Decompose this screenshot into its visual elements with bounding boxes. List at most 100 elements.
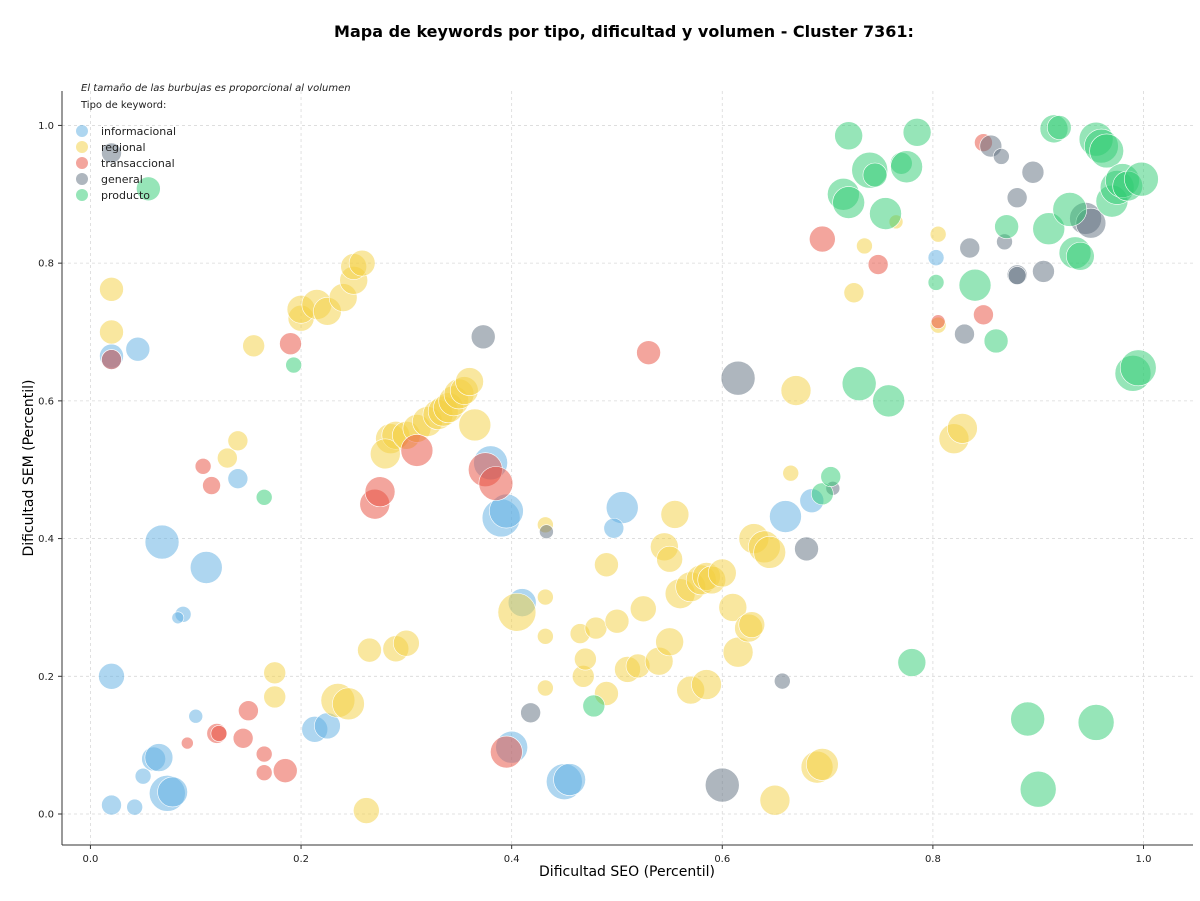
point-regional	[353, 797, 380, 824]
point-transaccional	[181, 736, 194, 750]
point-informacional	[126, 798, 143, 816]
point-general	[539, 524, 554, 539]
legend-marker-general	[76, 173, 88, 185]
point-regional	[947, 413, 978, 444]
point-informacional	[125, 336, 151, 362]
legend-marker-producto	[76, 189, 88, 201]
point-regional	[393, 629, 420, 657]
x-tick-label: 0.4	[504, 854, 520, 865]
point-producto	[832, 186, 865, 219]
point-regional	[263, 685, 287, 709]
point-regional	[497, 592, 537, 632]
point-transaccional	[202, 476, 221, 495]
point-general	[959, 237, 981, 259]
point-informacional	[189, 551, 223, 584]
y-tick-label: 0.6	[38, 396, 54, 407]
x-tick-label: 0.8	[925, 854, 941, 865]
point-producto	[890, 150, 923, 184]
point-producto	[1066, 241, 1095, 271]
point-regional	[348, 249, 376, 277]
point-regional	[537, 628, 554, 645]
axes	[61, 91, 1193, 846]
legend-marker-informacional	[76, 125, 88, 137]
point-transaccional	[255, 745, 273, 763]
y-tick-label: 0.0	[38, 810, 54, 821]
series-transaccional	[101, 133, 994, 783]
point-regional	[843, 282, 865, 304]
point-regional	[753, 536, 786, 569]
legend: Tipo de keyword: informacional regional tr…	[76, 100, 176, 202]
point-regional	[242, 334, 265, 358]
point-transaccional	[867, 254, 889, 275]
point-transaccional	[636, 340, 661, 365]
point-transaccional	[101, 349, 122, 370]
point-transaccional	[255, 764, 273, 781]
legend-label-producto: producto	[101, 189, 150, 202]
point-producto	[983, 328, 1009, 354]
point-general	[954, 323, 975, 345]
point-transaccional	[973, 304, 994, 326]
grid	[62, 91, 1193, 845]
x-ticks: 0.0 0.2 0.4 0.6 0.8 1.0	[82, 845, 1151, 865]
point-producto	[958, 268, 992, 302]
bubble-size-note: El tamaño de las burbujas es proporciona…	[81, 83, 351, 94]
point-regional	[455, 367, 484, 396]
point-transaccional	[809, 225, 836, 253]
point-regional	[655, 627, 684, 657]
series-regional	[99, 214, 978, 824]
point-producto	[1119, 349, 1157, 387]
point-producto	[869, 197, 902, 230]
y-tick-label: 0.8	[38, 259, 54, 270]
legend-title: Tipo de keyword:	[80, 100, 166, 111]
point-regional	[537, 679, 554, 697]
legend-label-informacional: informacional	[101, 125, 176, 138]
point-transaccional	[930, 314, 946, 329]
point-regional	[217, 447, 238, 469]
point-general	[774, 672, 791, 690]
series-producto	[136, 114, 1159, 808]
point-regional	[707, 558, 737, 588]
point-informacional	[144, 524, 180, 560]
point-regional	[584, 616, 608, 640]
point-general	[101, 142, 122, 164]
point-transaccional	[400, 434, 434, 467]
point-producto	[1124, 161, 1159, 197]
point-producto	[862, 162, 888, 188]
point-regional	[738, 611, 766, 638]
point-regional	[691, 669, 722, 700]
point-regional	[782, 464, 800, 482]
point-informacional	[144, 743, 174, 772]
point-producto	[897, 648, 927, 677]
point-regional	[660, 500, 690, 529]
y-tick-label: 0.4	[38, 534, 54, 545]
point-regional	[574, 647, 597, 671]
point-informacional	[171, 611, 185, 625]
point-producto	[1046, 115, 1072, 140]
point-general	[720, 360, 756, 396]
point-regional	[537, 588, 554, 606]
point-informacional	[134, 767, 152, 785]
x-tick-label: 0.0	[82, 854, 98, 865]
point-regional	[929, 225, 947, 243]
point-regional	[99, 277, 124, 302]
point-producto	[834, 121, 863, 151]
x-tick-label: 0.2	[293, 854, 309, 865]
legend-marker-regional	[76, 141, 88, 153]
point-general	[1032, 260, 1055, 283]
data-points	[98, 114, 1159, 824]
point-producto	[841, 366, 877, 401]
point-producto	[255, 488, 273, 506]
point-general	[1021, 160, 1045, 184]
point-regional	[780, 375, 812, 406]
point-regional	[458, 408, 492, 442]
point-producto	[820, 466, 842, 487]
point-informacional	[98, 662, 125, 690]
point-producto	[1077, 704, 1115, 741]
point-general	[520, 702, 541, 724]
y-tick-label: 1.0	[38, 121, 54, 132]
x-axis-label: Dificultad SEO (Percentil)	[539, 864, 715, 880]
point-informacional	[157, 776, 188, 808]
point-transaccional	[364, 476, 396, 508]
y-ticks: 0.0 0.2 0.4 0.6 0.8 1.0	[38, 121, 62, 821]
